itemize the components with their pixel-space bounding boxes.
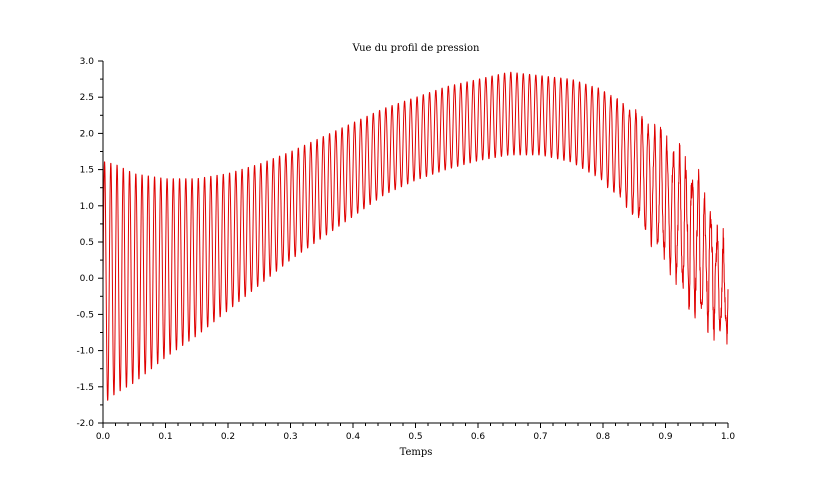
y-tick-label: 1.5: [80, 166, 94, 176]
x-tick-label: 0.6: [471, 432, 486, 442]
x-tick-label: 0.0: [96, 432, 111, 442]
chart-title: Vue du profil de pression: [352, 43, 480, 54]
y-tick-label: -1.0: [76, 347, 94, 357]
y-tick-label: -0.5: [76, 310, 94, 320]
plot-area: [102, 71, 729, 401]
x-tick-label: 0.2: [221, 432, 235, 442]
x-axis-ticks: 0.0 0.1 0.2 0.3 0.4 0.5 0.6 0.7 0.8 0.9 1.0: [96, 423, 736, 442]
y-axis-ticks: -2.0 -1.5 -1.0 -0.5 0.0 0.5 1.0 1.5 2.0 2.5 3.0: [76, 57, 103, 429]
x-tick-label: 0.3: [283, 432, 297, 442]
y-tick-label: 1.0: [80, 202, 95, 212]
y-tick-label: 3.0: [80, 57, 95, 67]
y-tick-label: 0.5: [80, 238, 94, 248]
y-tick-label: 2.0: [80, 129, 95, 139]
x-tick-label: 0.4: [346, 432, 361, 442]
y-tick-label: 0.0: [80, 274, 95, 284]
x-tick-label: 0.1: [158, 432, 172, 442]
x-tick-label: 0.9: [658, 432, 673, 442]
x-tick-label: 1.0: [721, 432, 736, 442]
x-tick-label: 0.8: [596, 432, 611, 442]
x-tick-label: 0.7: [533, 432, 547, 442]
y-tick-label: -2.0: [76, 419, 94, 429]
x-axis-label: Temps: [400, 447, 433, 458]
x-tick-label: 0.5: [408, 432, 422, 442]
y-tick-label: -1.5: [76, 383, 94, 393]
series-line-pressure: [102, 71, 729, 401]
y-tick-label: 2.5: [80, 93, 94, 103]
